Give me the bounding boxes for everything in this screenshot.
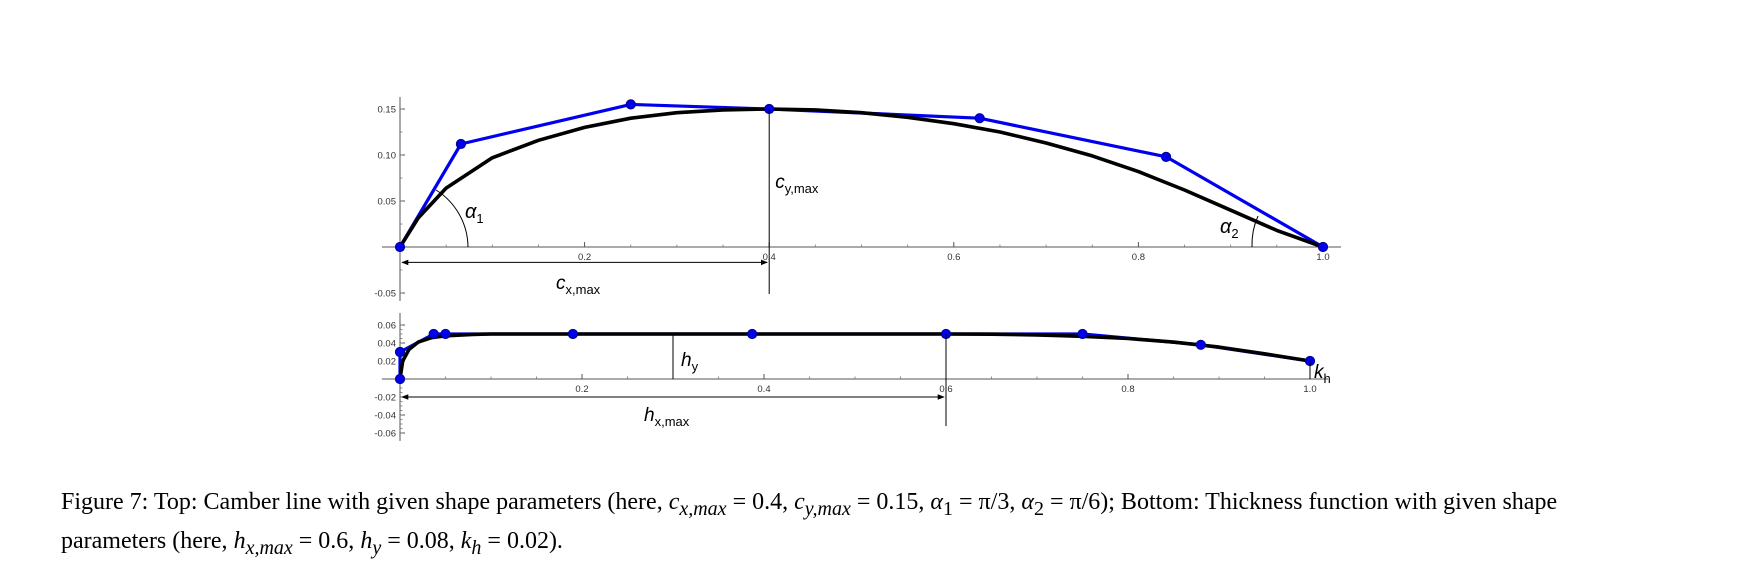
caption-alpha2: α [1021,489,1034,515]
control-point [747,328,758,340]
x-tick-label: 0.2 [575,384,588,395]
x-tick-label: 1.0 [1303,384,1316,395]
y-tick-label: 0.06 [378,321,397,332]
control-point [1317,241,1329,253]
control-point [1077,328,1088,340]
y-tick-label: -0.05 [374,289,396,300]
x-tick-label: 0.8 [1121,384,1134,395]
caption-hx-max: h [233,527,246,554]
x-tick-label: 0.6 [947,252,960,263]
y-tick-label: -0.06 [374,429,396,440]
control-point [974,113,985,124]
control-point [394,373,406,385]
alpha2-arc [1251,215,1259,248]
caption-kh: k [460,527,472,554]
caption-alpha1: α [930,489,944,515]
y-tick-label: 0.02 [378,357,397,368]
caption-hy: h [360,527,373,554]
y-tick-label: -0.02 [374,393,396,404]
x-tick-label: 0.4 [757,384,770,395]
x-tick-label: 0.8 [1132,252,1145,263]
y-tick-label: -0.04 [374,411,396,422]
control-point [1195,339,1206,350]
cx-max-label: cx,max [556,273,601,297]
alpha1-label: α1 [465,201,484,226]
y-tick-label: 0.05 [378,197,397,208]
figure: 0.2 0.4 0.6 0.8 1.0 -0.05 0.05 0.10 0.15 cy,max cx… [374,97,1341,441]
alpha1-arc [435,189,469,248]
hy-label: hy [681,350,699,374]
control-point [394,241,406,253]
camber-panel: 0.2 0.4 0.6 0.8 1.0-0.050.050.100.15cy,maxcx… [374,97,1341,301]
cy-max-label: cy,max [775,172,819,196]
figure-caption: Figure 7: Top: Camber line with given sh… [61,489,1558,559]
caption-cx-max: c [668,489,680,515]
kh-label: kh [1314,362,1331,386]
control-point [455,138,467,150]
camber-curve-line [398,107,1325,249]
control-point [567,328,579,340]
thickness-panel: 0.2 0.4 0.6 0.8 1.0-0.06-0.04-0.020.020.040.… [374,313,1331,441]
x-tick-label: 0.2 [578,252,591,263]
y-tick-label: 0.10 [378,151,397,162]
alpha2-label: α2 [1220,216,1239,241]
y-tick-label: 0.04 [378,339,397,350]
caption-cy-max: c [794,489,805,515]
hx-max-label: hx,max [644,405,690,429]
thickness-curve-line [398,332,1312,381]
x-tick-label: 1.0 [1316,252,1329,263]
control-point [428,328,439,340]
control-point [1160,151,1172,162]
control-point [440,328,451,340]
y-tick-label: 0.15 [378,105,397,116]
control-point [625,99,636,110]
control-polygon-line [398,102,1324,249]
control-point [394,346,406,358]
